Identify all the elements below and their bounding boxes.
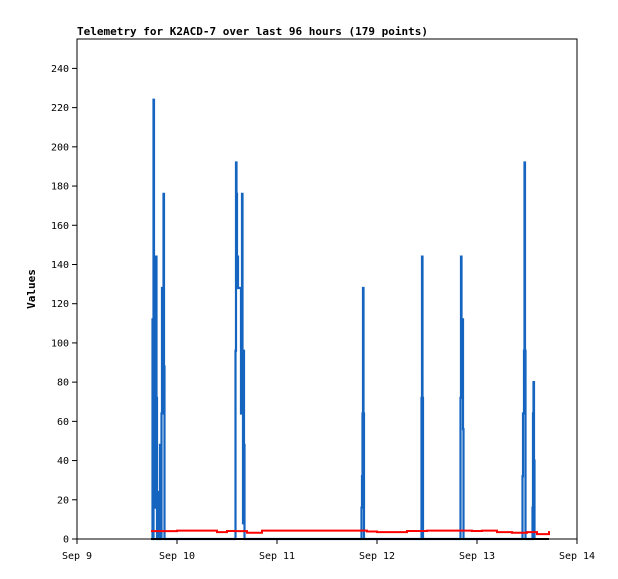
- x-tick-label: Sep 14: [559, 551, 595, 562]
- y-tick-label: 80: [57, 378, 69, 389]
- y-tick-label: 120: [51, 299, 69, 310]
- y-tick-label: 0: [63, 535, 69, 546]
- series-1-line: [151, 529, 550, 536]
- series-layer: [151, 98, 550, 541]
- x-tick-label: Sep 13: [459, 551, 495, 562]
- x-tick-label: Sep 12: [359, 551, 395, 562]
- y-tick-label: 180: [51, 182, 69, 193]
- x-tick-label: Sep 11: [259, 551, 295, 562]
- y-tick-label: 200: [51, 142, 69, 153]
- y-axis-label: Values: [25, 269, 38, 309]
- y-tick-label: 240: [51, 64, 69, 75]
- chart-title: Telemetry for K2ACD-7 over last 96 hours…: [77, 25, 428, 38]
- y-tick-label: 160: [51, 221, 69, 232]
- y-tick-label: 140: [51, 260, 69, 271]
- x-tick-label: Sep 10: [159, 551, 195, 562]
- x-tick-label: Sep 9: [62, 551, 92, 562]
- y-tick-label: 20: [57, 495, 69, 506]
- y-tick-label: 220: [51, 103, 69, 114]
- x-axis: Sep 9 Sep 10 Sep 11 Sep 12 Sep 13 Sep 14: [62, 539, 595, 562]
- y-tick-label: 40: [57, 456, 69, 467]
- y-axis: 0 20 40 60 80 100 120 140 160 180 200 220 240: [51, 64, 77, 546]
- y-tick-label: 100: [51, 338, 69, 349]
- y-tick-label: 60: [57, 417, 69, 428]
